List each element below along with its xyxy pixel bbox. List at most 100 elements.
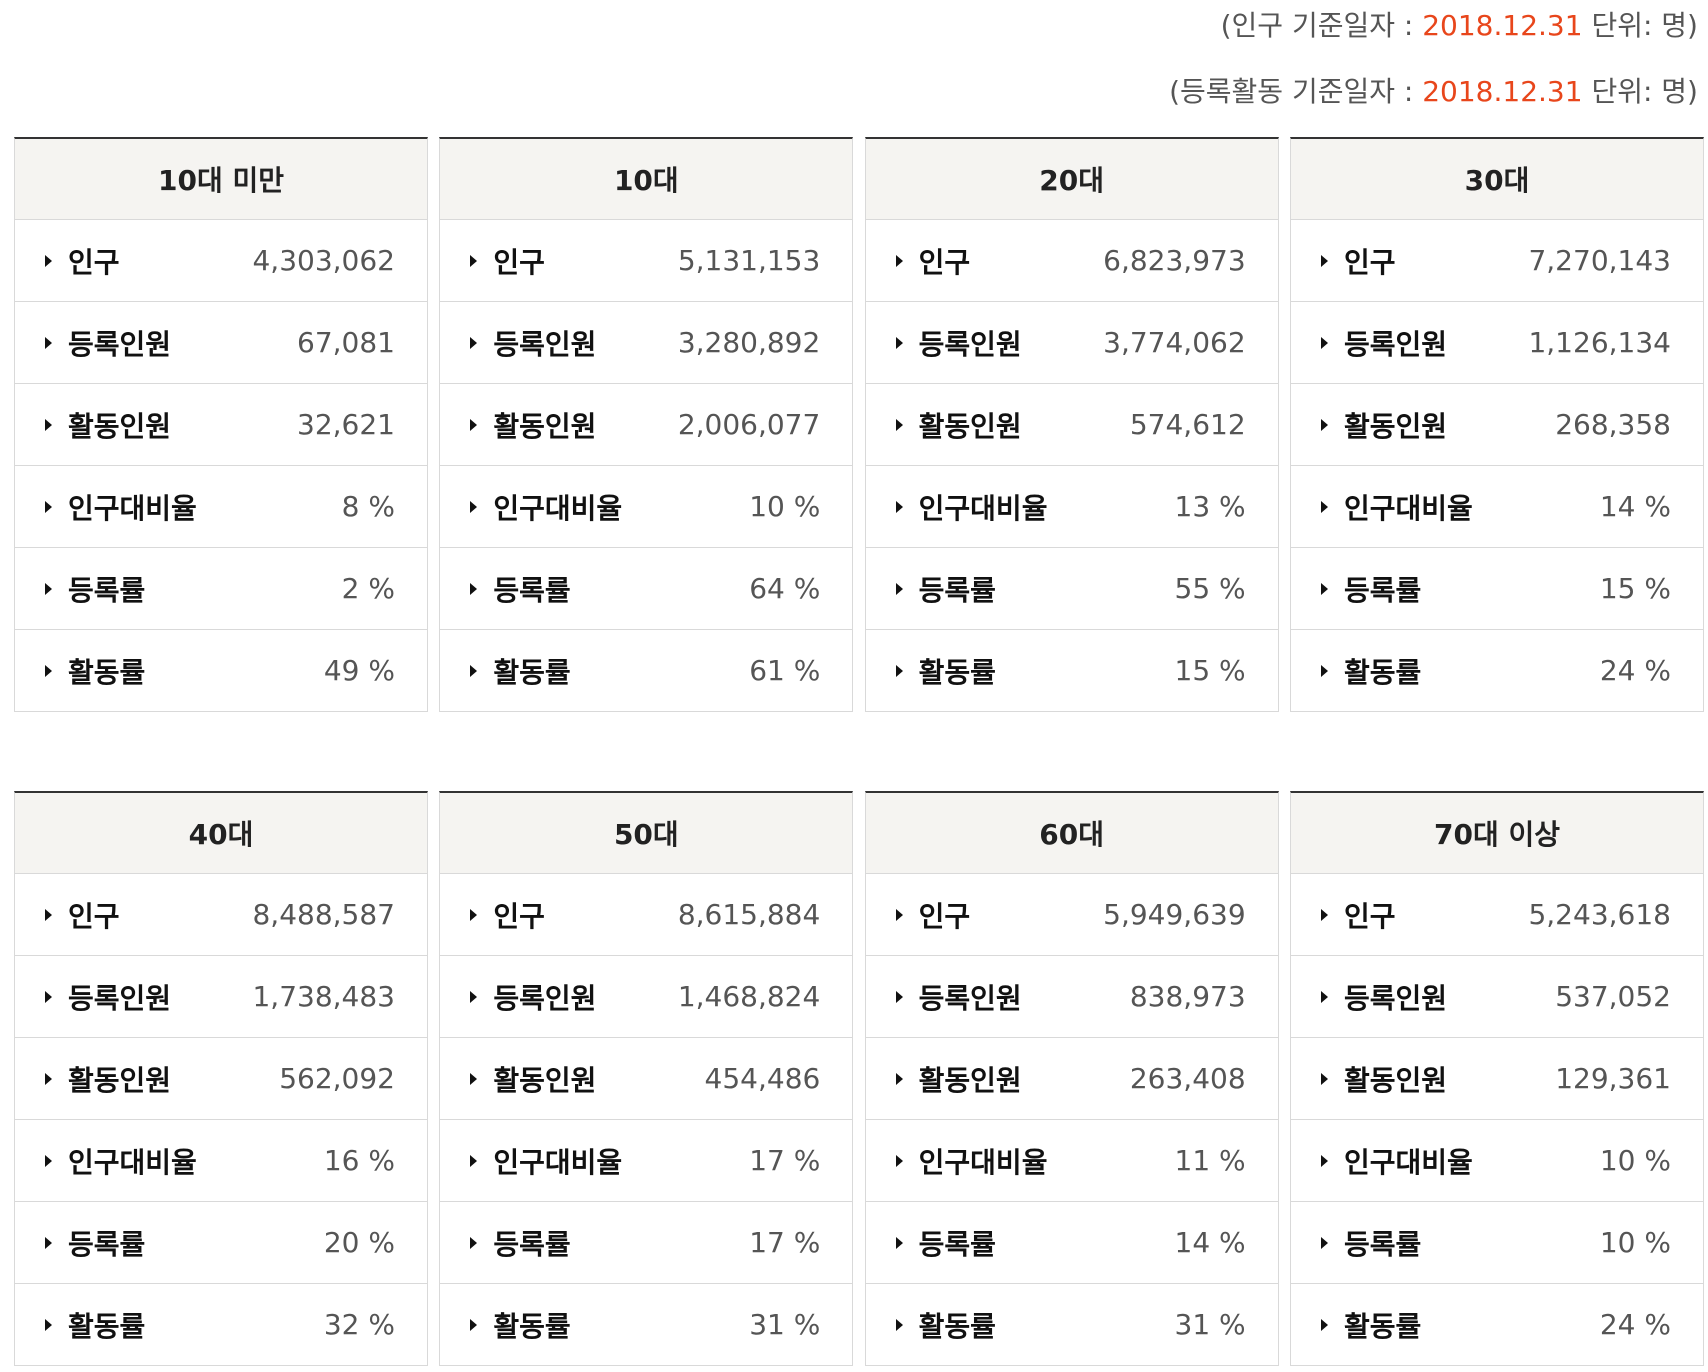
triangle-right-icon — [45, 336, 52, 349]
stat-label-group: 인구 — [470, 241, 545, 281]
stat-value: 10 % — [1599, 1144, 1671, 1177]
stat-label-group: 활동률 — [470, 651, 571, 691]
stat-value: 32,621 — [297, 408, 395, 441]
stat-label-group: 등록인원 — [1320, 977, 1447, 1017]
stat-label-group: 인구 — [895, 895, 970, 935]
registration-date-note: (등록활동 기준일자 : 2018.12.31 단위: 명) — [798, 66, 1698, 132]
stat-label-group: 인구 — [45, 241, 120, 281]
stat-label: 인구대비율 — [493, 1145, 623, 1179]
stat-row: 활동률 24 % — [1291, 1284, 1703, 1365]
stat-row: 인구 5,949,639 — [865, 874, 1278, 956]
population-date-note: (인구 기준일자 : 2018.12.31 단위: 명) — [798, 0, 1698, 66]
stat-row: 활동률 15 % — [866, 630, 1278, 711]
stat-value: 537,052 — [1555, 980, 1671, 1013]
stat-value: 6,823,973 — [1103, 244, 1246, 277]
triangle-right-icon — [895, 1072, 903, 1085]
triangle-right-icon — [895, 336, 903, 349]
stat-label-group: 등록률 — [1320, 1223, 1421, 1263]
stat-value: 16 % — [323, 1144, 395, 1177]
triangle-right-icon — [1320, 990, 1328, 1003]
triangle-right-icon — [1320, 336, 1328, 349]
triangle-right-icon — [1320, 500, 1328, 513]
stat-label-group: 인구 — [895, 241, 971, 281]
triangle-right-icon — [895, 418, 903, 431]
stat-label-group: 활동률 — [45, 651, 145, 691]
stat-value: 4,303,062 — [252, 244, 395, 277]
stat-value: 129,361 — [1555, 1062, 1671, 1095]
stat-row: 등록인원 3,280,892 — [440, 302, 853, 384]
stat-label-group: 등록인원 — [895, 977, 1022, 1017]
stat-label: 등록인원 — [918, 981, 1022, 1015]
stat-label: 활동인원 — [493, 409, 597, 443]
triangle-right-icon — [470, 1154, 478, 1167]
stat-value: 31 % — [749, 1308, 821, 1341]
card-title: 50대 — [440, 793, 853, 874]
stat-label-group: 활동인원 — [45, 405, 171, 445]
stat-label: 인구대비율 — [918, 491, 1048, 525]
stat-label: 활동인원 — [1343, 409, 1448, 443]
triangle-right-icon — [470, 254, 478, 267]
stat-row: 등록률 15 % — [1290, 548, 1703, 630]
age-group-card: 60대 인구 5,949,639 등록인원 838,973 활동인원 263,408 인구대비… — [864, 791, 1279, 1366]
triangle-right-icon — [470, 664, 478, 677]
triangle-right-icon — [895, 990, 903, 1003]
stat-value: 15 % — [1599, 572, 1671, 605]
stat-row: 등록률 14 % — [865, 1202, 1278, 1284]
card-title: 40대 — [15, 793, 427, 874]
triangle-right-icon — [470, 1318, 478, 1331]
card-title: 30대 — [1290, 139, 1703, 220]
stat-row: 활동인원 129,361 — [1290, 1038, 1703, 1120]
triangle-right-icon — [895, 254, 903, 267]
stat-label-group: 인구대비율 — [895, 487, 1048, 527]
stat-value: 3,774,062 — [1103, 326, 1246, 359]
stat-row: 등록률 10 % — [1290, 1202, 1703, 1284]
stat-value: 11 % — [1174, 1144, 1246, 1177]
stat-value: 61 % — [749, 654, 821, 687]
triangle-right-icon — [1320, 1318, 1328, 1331]
stat-label-group: 등록인원 — [470, 977, 596, 1017]
stat-row: 인구대비율 11 % — [865, 1120, 1278, 1202]
stat-label-group: 등록률 — [895, 569, 996, 609]
triangle-right-icon — [470, 1072, 478, 1085]
stat-row: 활동인원 268,358 — [1290, 384, 1703, 466]
triangle-right-icon — [45, 1072, 52, 1085]
stat-row: 활동률 31 % — [866, 1284, 1278, 1365]
stat-label-group: 등록인원 — [45, 977, 171, 1017]
stat-label: 인구대비율 — [493, 491, 623, 525]
stat-row: 등록인원 1,738,483 — [15, 956, 427, 1038]
stat-label: 인구대비율 — [1343, 491, 1473, 525]
triangle-right-icon — [45, 908, 52, 921]
stat-row: 등록률 55 % — [865, 548, 1278, 630]
stat-value: 5,131,153 — [677, 244, 821, 277]
stat-label: 인구 — [918, 245, 971, 279]
stat-label: 등록률 — [918, 1227, 996, 1261]
stat-value: 2,006,077 — [677, 408, 821, 441]
stat-label-group: 활동률 — [1320, 1305, 1421, 1345]
card-row: 40대 인구 8,488,587 등록인원 1,738,483 활동인원 562,092 인구… — [14, 791, 1704, 1366]
age-group-card: 70대 이상 인구 5,243,618 등록인원 537,052 활동인원 129,361 인… — [1289, 791, 1704, 1366]
stat-label-group: 등록인원 — [45, 323, 171, 363]
note-suffix: 단위: 명) — [1582, 75, 1698, 108]
card-title: 20대 — [865, 139, 1278, 220]
stat-value: 5,949,639 — [1103, 898, 1246, 931]
stat-row: 등록인원 1,468,824 — [440, 956, 853, 1038]
stat-row: 인구 8,615,884 — [440, 874, 853, 956]
stat-label: 등록률 — [1343, 573, 1422, 607]
stat-label: 등록인원 — [68, 327, 172, 361]
note-suffix: 단위: 명) — [1582, 9, 1698, 42]
stat-label: 인구 — [68, 899, 120, 933]
stat-label: 활동률 — [918, 1309, 996, 1343]
triangle-right-icon — [1320, 908, 1328, 921]
stat-value: 14 % — [1599, 490, 1671, 523]
stat-label-group: 활동률 — [470, 1305, 571, 1345]
stat-label-group: 인구 — [45, 895, 120, 935]
stat-label-group: 등록률 — [470, 569, 571, 609]
stat-label-group: 등록률 — [470, 1223, 571, 1263]
stat-label: 등록률 — [68, 1227, 146, 1261]
stat-label: 등록인원 — [1343, 327, 1448, 361]
stat-row: 등록인원 537,052 — [1290, 956, 1703, 1038]
stat-label-group: 활동인원 — [45, 1059, 171, 1099]
stat-value: 55 % — [1174, 572, 1246, 605]
stat-value: 32 % — [323, 1308, 395, 1341]
stat-label-group: 등록률 — [45, 1223, 145, 1263]
